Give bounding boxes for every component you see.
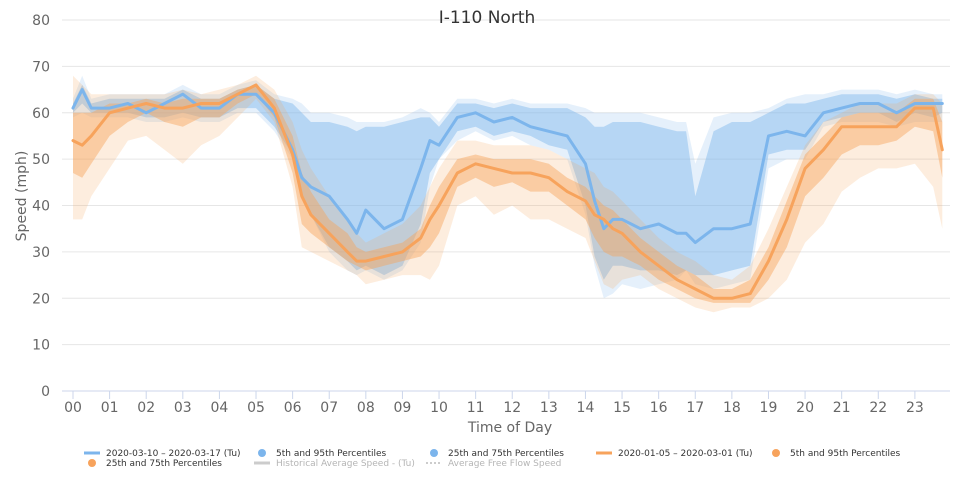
y-tick-label: 10 [32, 338, 50, 354]
x-tick-label: 13 [540, 400, 558, 416]
legend-dot-symbol [88, 459, 96, 467]
x-tick-label: 18 [723, 400, 741, 416]
legend-item[interactable]: 25th and 75th Percentiles [430, 449, 564, 459]
x-tick-label: 19 [760, 400, 778, 416]
x-tick-label: 20 [796, 400, 814, 416]
legend-item[interactable]: 2020-03-10 – 2020-03-17 (Tu) [84, 449, 241, 459]
legend-item[interactable]: Average Free Flow Speed [426, 459, 561, 469]
axes: 0 10 20 30 40 50 60 70 80 00 01 02 03 04 05 06 07 08 09 10 1… [32, 13, 950, 416]
series-line[interactable] [71, 83, 944, 300]
percentile-band [73, 75, 943, 313]
x-tick-label: 21 [833, 400, 851, 416]
x-tick-label: 07 [320, 400, 338, 416]
series-line[interactable] [71, 88, 944, 245]
y-axis-title: Speed (mph) [14, 151, 30, 242]
legend-label: Historical Average Speed - (Tu) [276, 459, 415, 469]
x-tick-label: 03 [174, 400, 192, 416]
x-tick-label: 09 [394, 400, 412, 416]
legend-dot-symbol [430, 449, 438, 457]
grid-lines [62, 19, 950, 392]
percentile-band [73, 84, 943, 280]
legend-item[interactable]: Historical Average Speed - (Tu) [254, 459, 415, 469]
legend-label: 2020-01-05 – 2020-03-01 (Tu) [618, 449, 753, 459]
x-tick-label: 14 [577, 400, 595, 416]
legend-label: 25th and 75th Percentiles [448, 449, 564, 459]
x-tick-label: 01 [101, 400, 119, 416]
x-tick-label: 08 [357, 400, 375, 416]
legend-item[interactable]: 25th and 75th Percentiles [88, 459, 222, 469]
x-tick-label: 10 [430, 400, 448, 416]
x-tick-label: 15 [613, 400, 631, 416]
legend-label: 25th and 75th Percentiles [106, 459, 222, 469]
y-tick-label: 30 [32, 245, 50, 261]
legend-item[interactable]: 2020-01-05 – 2020-03-01 (Tu) [596, 449, 753, 459]
y-tick-label: 40 [32, 199, 50, 215]
x-tick-label: 11 [467, 400, 485, 416]
x-axis-title: Time of Day [467, 420, 552, 436]
y-tick-label: 70 [32, 59, 50, 75]
x-tick-label: 04 [211, 400, 229, 416]
legend-item[interactable]: 5th and 95th Percentiles [258, 449, 387, 459]
legend-dot-symbol [772, 449, 780, 457]
legend: 2020-03-10 – 2020-03-17 (Tu) 5th and 95th… [84, 449, 901, 469]
percentile-bands [73, 75, 943, 313]
legend-dot-symbol [258, 449, 266, 457]
legend-label: 5th and 95th Percentiles [276, 449, 387, 459]
x-tick-label: 00 [64, 400, 82, 416]
x-tick-label: 02 [137, 400, 155, 416]
x-tick-label: 16 [650, 400, 668, 416]
x-tick-label: 06 [284, 400, 302, 416]
y-tick-label: 50 [32, 152, 50, 168]
legend-label: Average Free Flow Speed [448, 459, 561, 469]
x-tick-label: 12 [503, 400, 521, 416]
y-tick-label: 0 [41, 384, 50, 400]
y-tick-label: 20 [32, 291, 50, 307]
chart-title: I-110 North [439, 8, 536, 28]
x-tick-label: 23 [906, 400, 924, 416]
x-tick-label: 05 [247, 400, 265, 416]
legend-label: 5th and 95th Percentiles [790, 449, 901, 459]
legend-label: 2020-03-10 – 2020-03-17 (Tu) [106, 449, 241, 459]
x-tick-label: 22 [869, 400, 887, 416]
percentile-band [73, 84, 943, 303]
series-lines [71, 83, 944, 300]
y-tick-label: 80 [32, 13, 50, 29]
legend-item[interactable]: 5th and 95th Percentiles [772, 449, 901, 459]
percentile-band [73, 75, 943, 299]
y-tick-label: 60 [32, 106, 50, 122]
x-tick-label: 17 [686, 400, 704, 416]
